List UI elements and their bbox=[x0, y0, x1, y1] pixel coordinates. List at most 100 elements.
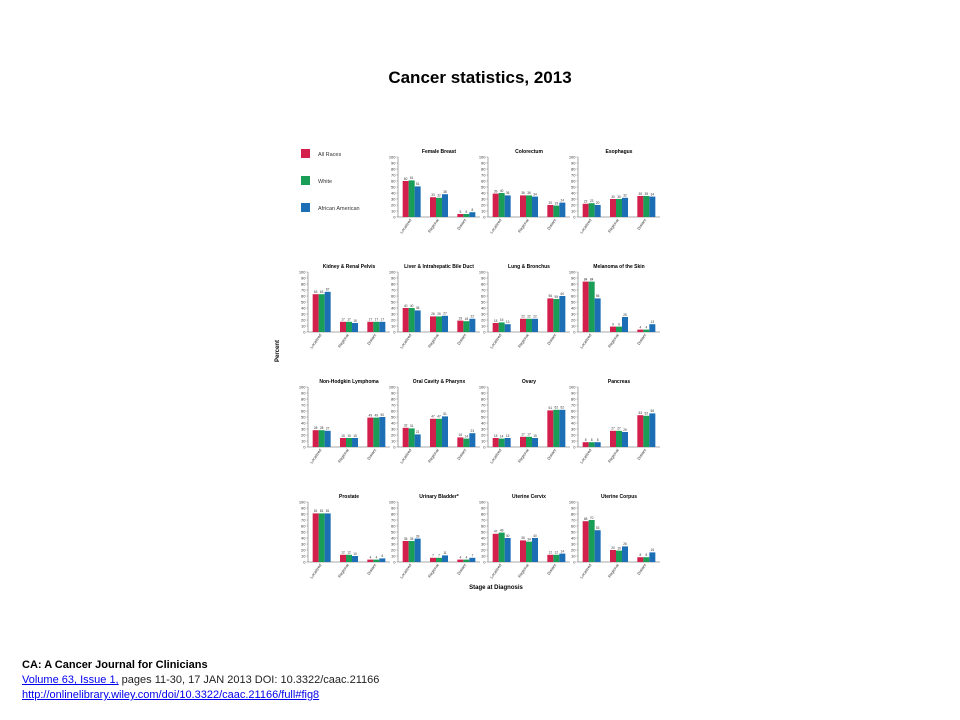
bar bbox=[408, 428, 415, 447]
panel-title: Non-Hodgkin Lymphoma bbox=[319, 379, 378, 385]
bar bbox=[610, 199, 616, 217]
bar bbox=[532, 538, 538, 562]
bar bbox=[616, 430, 622, 447]
bar bbox=[498, 532, 505, 562]
y-tick-label: 30 bbox=[571, 311, 576, 316]
x-tick-label: Regional bbox=[607, 218, 620, 234]
data-label: 63 bbox=[320, 290, 324, 294]
y-tick-label: 0 bbox=[303, 444, 306, 449]
data-label: 49 bbox=[375, 413, 379, 417]
y-tick-label: 0 bbox=[573, 214, 576, 219]
y-tick-label: 60 bbox=[391, 523, 396, 528]
y-tick-label: 30 bbox=[301, 311, 306, 316]
y-tick-label: 80 bbox=[571, 511, 576, 516]
y-tick-label: 30 bbox=[301, 426, 306, 431]
y-tick-label: 30 bbox=[391, 426, 396, 431]
y-tick-label: 20 bbox=[301, 432, 306, 437]
bar bbox=[637, 329, 644, 332]
x-tick-label: Distant bbox=[636, 217, 648, 231]
y-tick-label: 10 bbox=[301, 323, 306, 328]
data-label: 60 bbox=[404, 177, 408, 181]
y-tick-label: 0 bbox=[393, 444, 396, 449]
bar bbox=[442, 194, 448, 217]
data-label: 63 bbox=[314, 290, 318, 294]
bar bbox=[346, 321, 352, 332]
bar bbox=[352, 438, 358, 447]
bar bbox=[610, 326, 616, 332]
y-tick-label: 0 bbox=[573, 444, 576, 449]
data-label: 49 bbox=[500, 528, 504, 532]
y-tick-label: 70 bbox=[481, 287, 486, 292]
y-tick-label: 80 bbox=[301, 396, 306, 401]
volume-link[interactable]: Volume 63, Issue 1, bbox=[22, 674, 119, 686]
data-label: 14 bbox=[561, 549, 565, 553]
y-tick-label: 60 bbox=[391, 178, 396, 183]
bar bbox=[520, 318, 526, 332]
y-tick-label: 100 bbox=[569, 384, 576, 389]
bar bbox=[553, 205, 560, 217]
data-label: 36 bbox=[506, 191, 510, 195]
y-tick-label: 60 bbox=[391, 408, 396, 413]
bar bbox=[637, 196, 644, 217]
y-tick-label: 30 bbox=[571, 426, 576, 431]
y-tick-label: 20 bbox=[481, 202, 486, 207]
y-tick-label: 50 bbox=[481, 299, 486, 304]
bar bbox=[469, 212, 476, 217]
data-label: 17 bbox=[375, 318, 379, 322]
data-label: 22 bbox=[533, 315, 537, 319]
data-label: 36 bbox=[521, 536, 525, 540]
data-label: 19 bbox=[617, 546, 621, 550]
data-label: 22 bbox=[584, 200, 588, 204]
y-tick-label: 10 bbox=[391, 208, 396, 213]
y-tick-label: 10 bbox=[481, 438, 486, 443]
data-label: 34 bbox=[651, 192, 655, 196]
bar bbox=[408, 180, 415, 217]
bar bbox=[498, 322, 505, 332]
bar bbox=[408, 308, 415, 332]
bar bbox=[526, 195, 532, 217]
citation: CA: A Cancer Journal for Clinicians Volu… bbox=[22, 658, 379, 703]
x-tick-label: Regional bbox=[427, 448, 440, 464]
y-tick-label: 70 bbox=[391, 517, 396, 522]
y-tick-label: 0 bbox=[573, 329, 576, 334]
bar bbox=[594, 530, 601, 562]
data-label: 8 bbox=[591, 438, 593, 442]
y-tick-label: 90 bbox=[391, 390, 396, 395]
doi-link[interactable]: http://onlinelibrary.wiley.com/doi/10.33… bbox=[22, 689, 320, 701]
data-label: 15 bbox=[353, 434, 357, 438]
data-label: 13 bbox=[651, 320, 655, 324]
x-tick-label: Distant bbox=[456, 332, 468, 346]
y-tick-label: 70 bbox=[301, 287, 306, 292]
y-tick-label: 70 bbox=[571, 287, 576, 292]
bar bbox=[504, 195, 511, 217]
data-label: 36 bbox=[521, 191, 525, 195]
y-tick-label: 50 bbox=[481, 529, 486, 534]
data-label: 53 bbox=[639, 411, 643, 415]
data-label: 4 bbox=[465, 555, 467, 559]
y-tick-label: 100 bbox=[479, 384, 486, 389]
y-tick-label: 70 bbox=[301, 402, 306, 407]
y-tick-label: 40 bbox=[571, 535, 576, 540]
y-tick-label: 80 bbox=[301, 281, 306, 286]
data-label: 4 bbox=[375, 555, 377, 559]
data-label: 61 bbox=[549, 406, 553, 410]
data-label: 4 bbox=[459, 555, 461, 559]
data-label: 17 bbox=[347, 318, 351, 322]
data-label: 47 bbox=[494, 530, 498, 534]
bar bbox=[559, 296, 566, 332]
data-label: 15 bbox=[494, 319, 498, 323]
y-tick-label: 0 bbox=[483, 329, 486, 334]
y-tick-label: 40 bbox=[481, 305, 486, 310]
bar bbox=[588, 203, 595, 217]
data-label: 70 bbox=[590, 516, 594, 520]
bar bbox=[373, 559, 380, 562]
y-tick-label: 80 bbox=[571, 281, 576, 286]
journal-name: CA: A Cancer Journal for Clinicians bbox=[22, 659, 208, 671]
y-tick-label: 80 bbox=[481, 396, 486, 401]
bar bbox=[504, 438, 511, 447]
bar bbox=[547, 205, 554, 217]
y-tick-label: 90 bbox=[571, 160, 576, 165]
data-label: 84 bbox=[584, 277, 588, 281]
bar bbox=[553, 409, 560, 447]
y-tick-label: 30 bbox=[391, 311, 396, 316]
